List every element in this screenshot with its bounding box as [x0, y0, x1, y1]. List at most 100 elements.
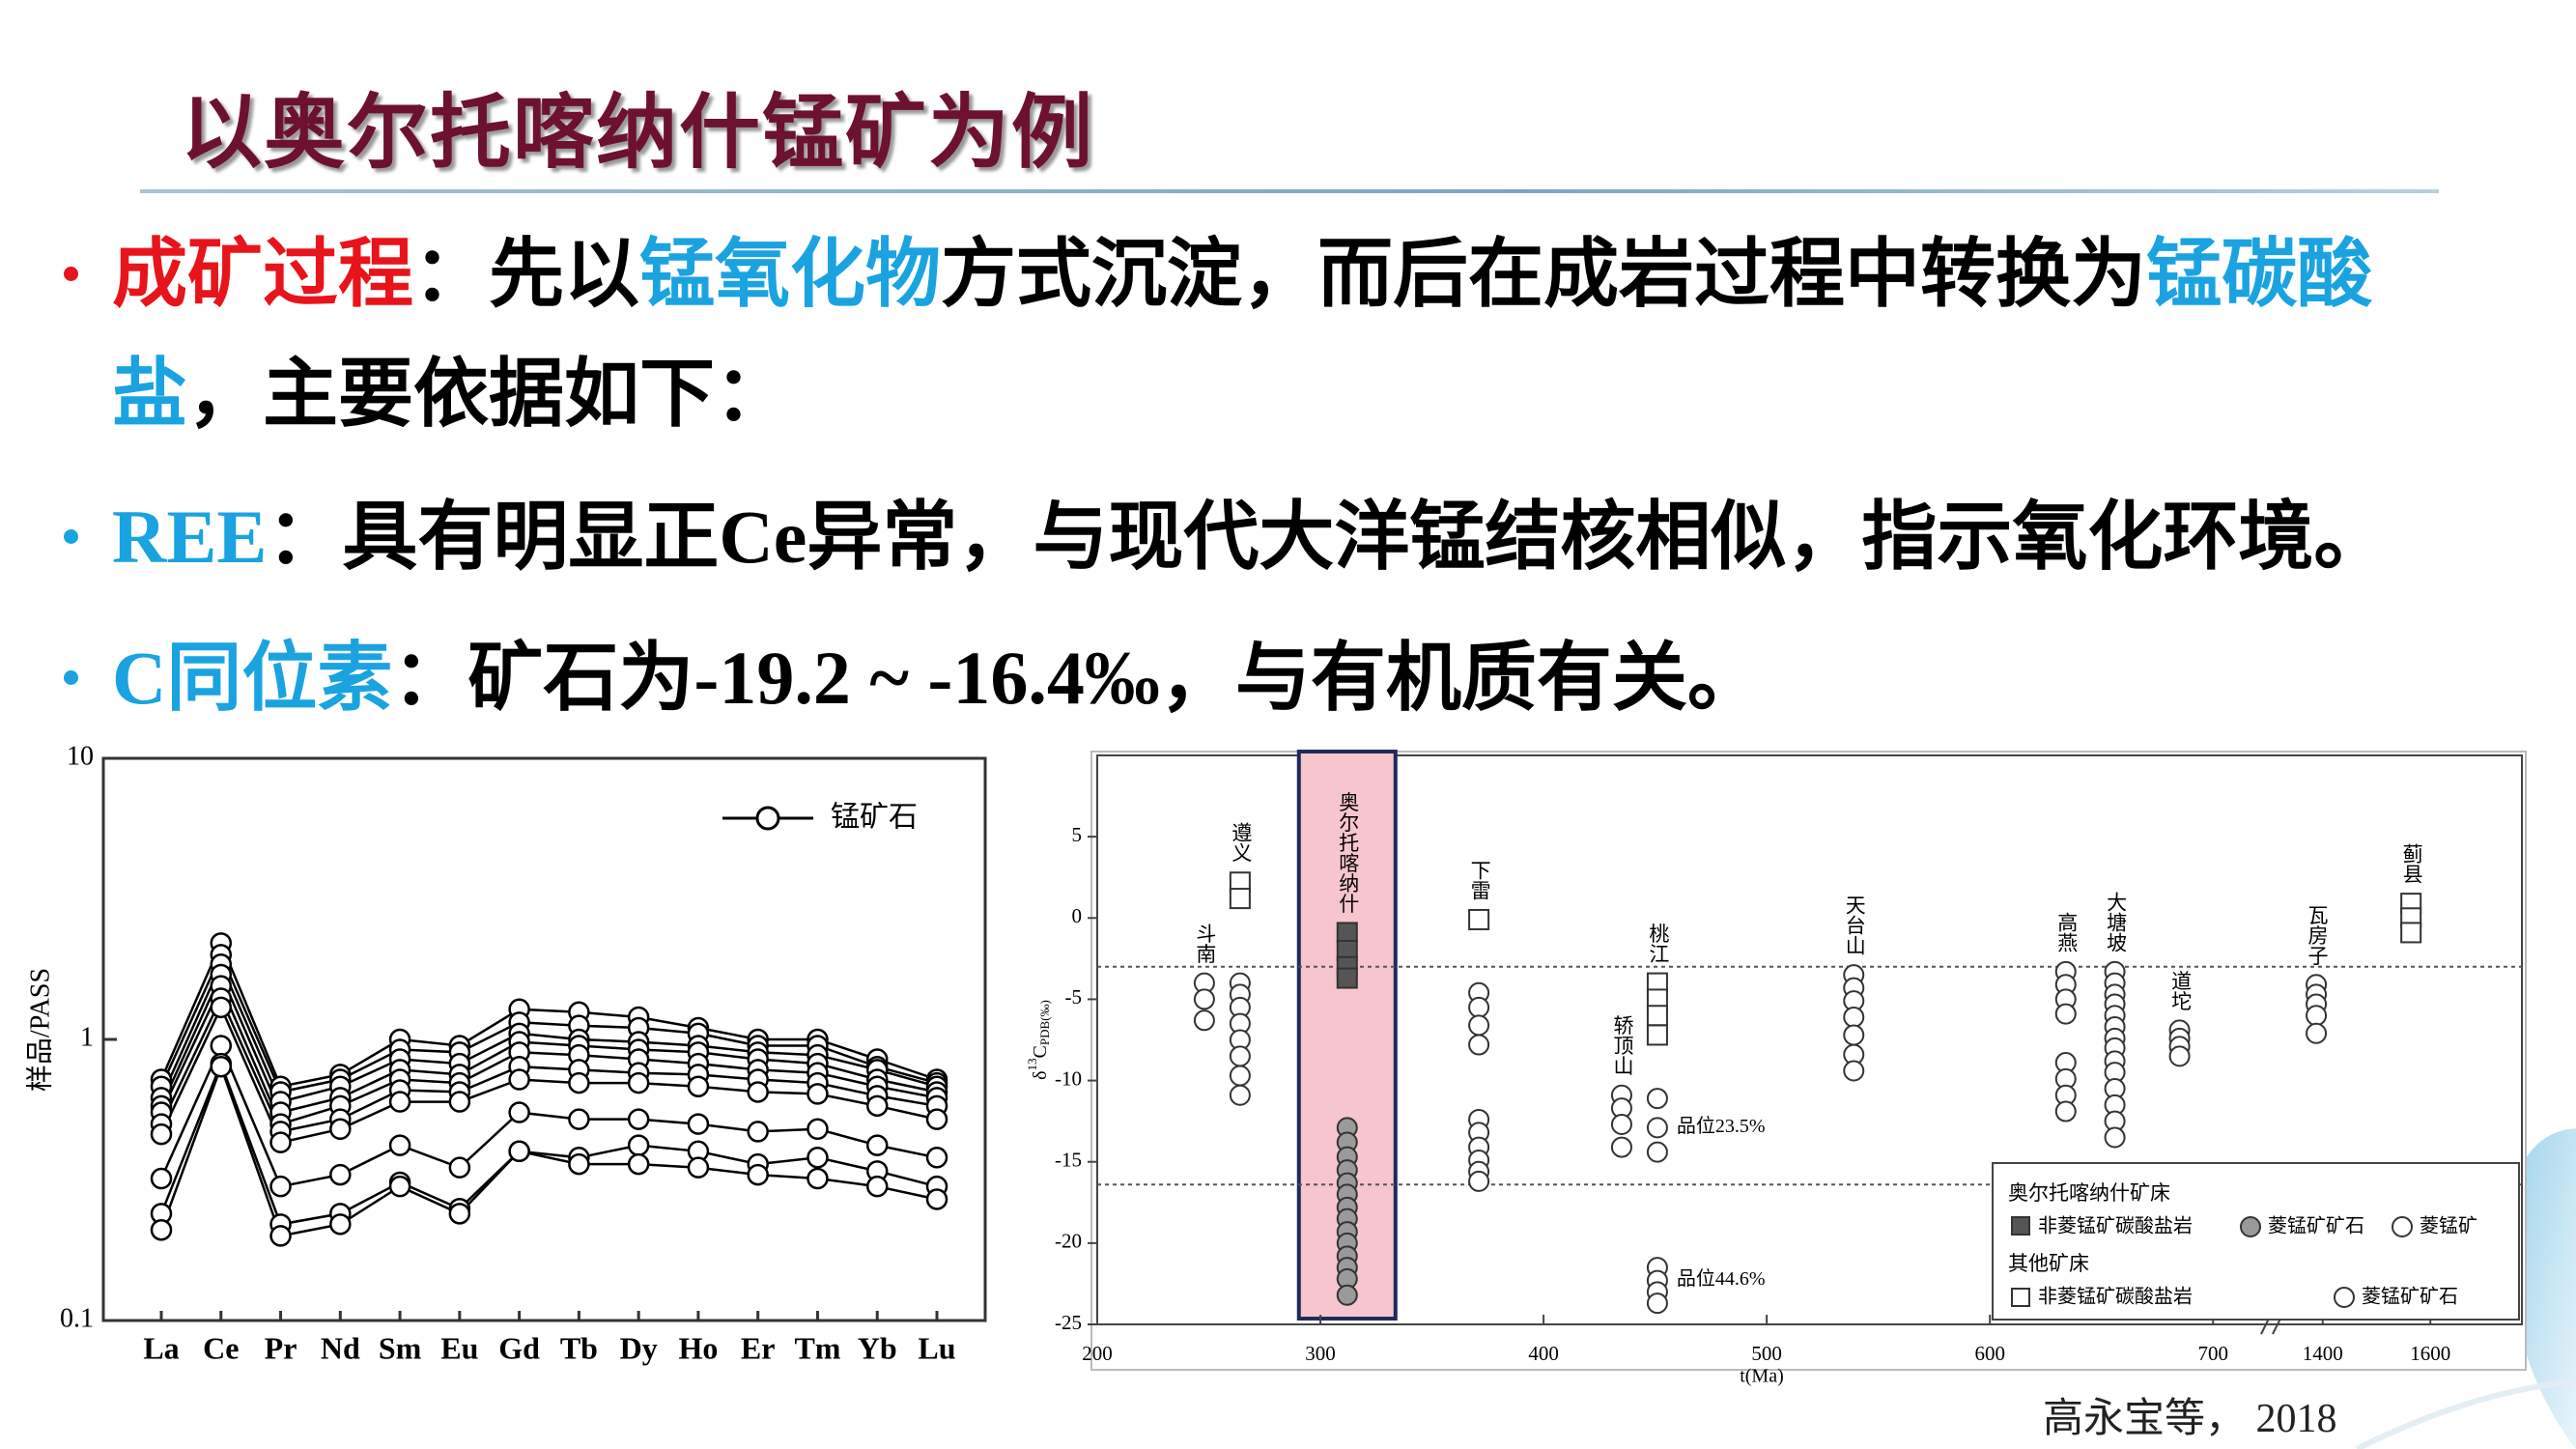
bullet: C同位素：矿石为-19.2 ~ -16.4‰，与有机质有关。: [64, 618, 2507, 738]
legend-label: 锰矿石: [831, 801, 918, 835]
legend-label: 菱锰矿: [2420, 1214, 2477, 1237]
site-label: 蓟县: [2400, 843, 2423, 884]
point: [747, 1121, 769, 1143]
site-label: 下雷: [1468, 860, 1491, 900]
circle-point: [1468, 996, 1490, 1018]
y-tick-label: -20: [1055, 1230, 1082, 1253]
bullet-text: 方式沉淀，而后在成岩过程中转换为: [941, 232, 2147, 316]
x-tick-label: Ho: [678, 1330, 718, 1365]
site-label: 奥尔托喀纳什: [1337, 791, 1360, 913]
point: [687, 1075, 710, 1097]
site-label: 轿顶山: [1611, 1015, 1634, 1076]
point: [388, 1175, 411, 1198]
circle-point: [1610, 1114, 1632, 1136]
y-tick-label: -10: [1055, 1066, 1082, 1090]
x-tick-label: 1600: [2410, 1342, 2450, 1365]
bullet-text: 锰碳酸盐: [112, 232, 2373, 436]
circle-point: [1646, 1117, 1668, 1139]
point: [568, 1071, 590, 1094]
legend-box: [1992, 1162, 2520, 1321]
point: [329, 1213, 352, 1236]
legend-marker: [2011, 1216, 2030, 1236]
point: [269, 1225, 292, 1247]
point: [865, 1134, 889, 1156]
x-tick-label: La: [143, 1330, 179, 1365]
square-point: [1646, 1005, 1668, 1027]
point: [747, 1163, 769, 1186]
x-axis-label: t(Ma): [1740, 1366, 1784, 1387]
x-tick-label: Nd: [321, 1330, 360, 1365]
x-tick-label: 300: [1305, 1342, 1336, 1365]
point: [448, 1203, 471, 1225]
y-axis-label-part: δ: [1030, 1070, 1051, 1079]
y-tick-label: 0: [1072, 904, 1083, 927]
point: [807, 1083, 829, 1105]
legend-marker: [755, 806, 780, 831]
x-tick-label: 400: [1528, 1342, 1559, 1365]
point: [807, 1118, 829, 1141]
circle-point: [1193, 988, 1215, 1010]
circle-point: [1193, 1009, 1215, 1032]
bullet-text: ：先以: [413, 232, 640, 316]
x-tick-label: Tm: [794, 1330, 840, 1365]
circle-point: [1610, 1136, 1632, 1158]
circle-point: [2054, 1003, 2077, 1025]
y-tick-label: 1: [80, 1022, 94, 1052]
site-label: 斗南: [1194, 923, 1217, 964]
point: [269, 1175, 292, 1198]
bullet: 成矿过程：先以锰氧化物方式沉淀，而后在成岩过程中转换为锰碳酸盐，主要依据如下：: [64, 214, 2507, 454]
point: [269, 1131, 292, 1153]
point: [388, 1134, 411, 1156]
site-label: 瓦房子: [2306, 904, 2329, 965]
point: [627, 1134, 650, 1156]
x-tick-label: 600: [1974, 1342, 2005, 1365]
point: [627, 1152, 650, 1176]
square-point: [1646, 1024, 1668, 1046]
point: [568, 1108, 590, 1130]
point: [865, 1094, 889, 1118]
bullet-text: ，主要依据如下：: [187, 352, 791, 436]
bullet-text: 锰氧化物: [639, 232, 942, 316]
point: [687, 1113, 710, 1135]
point: [150, 1218, 173, 1241]
legend-label: 菱锰矿矿石: [2268, 1214, 2364, 1237]
y-axis-label-part: 13: [1025, 1058, 1039, 1070]
x-tick-label: Pr: [265, 1330, 297, 1365]
x-tick-label: Gd: [498, 1330, 540, 1365]
citation: 高永宝等， 2018: [2043, 1397, 2337, 1441]
point: [150, 1167, 173, 1190]
y-tick-label: 0.1: [60, 1303, 94, 1333]
point: [448, 1156, 471, 1179]
circle-point: [1468, 1014, 1490, 1037]
y-tick-label: 5: [1072, 823, 1083, 846]
square-point: [1468, 908, 1490, 930]
point: [865, 1175, 889, 1198]
site-label: 天台山: [1843, 895, 1866, 955]
x-tick-label: 200: [1082, 1342, 1113, 1365]
legend-label: 非菱锰矿碳酸盐岩: [2038, 1214, 2193, 1237]
bullet-text: REE: [112, 495, 268, 579]
point: [925, 1108, 948, 1130]
slide-title: 以奥尔托喀纳什锰矿为例: [181, 85, 1095, 180]
circle-point: [1336, 1284, 1358, 1306]
point: [150, 1122, 173, 1146]
point: [807, 1147, 829, 1169]
circle-point: [2168, 1045, 2191, 1067]
site-label: 高燕: [2055, 912, 2079, 952]
point: [329, 1118, 352, 1141]
point: [925, 1147, 948, 1169]
circle-point: [1646, 1088, 1668, 1110]
x-tick-label: Yb: [858, 1330, 897, 1365]
decor-arc: [2355, 1378, 2576, 1449]
bullet-text: 成矿过程: [112, 232, 414, 316]
square-point: [2400, 922, 2422, 944]
point: [508, 1068, 530, 1091]
circle-point: [2054, 1100, 2077, 1122]
point: [925, 1188, 948, 1210]
y-tick-label: 10: [67, 741, 94, 771]
legend-marker: [2240, 1216, 2261, 1237]
square-point: [1336, 967, 1358, 989]
circle-point: [1646, 1293, 1668, 1315]
point: [210, 1035, 233, 1057]
square-point: [1336, 922, 1358, 944]
